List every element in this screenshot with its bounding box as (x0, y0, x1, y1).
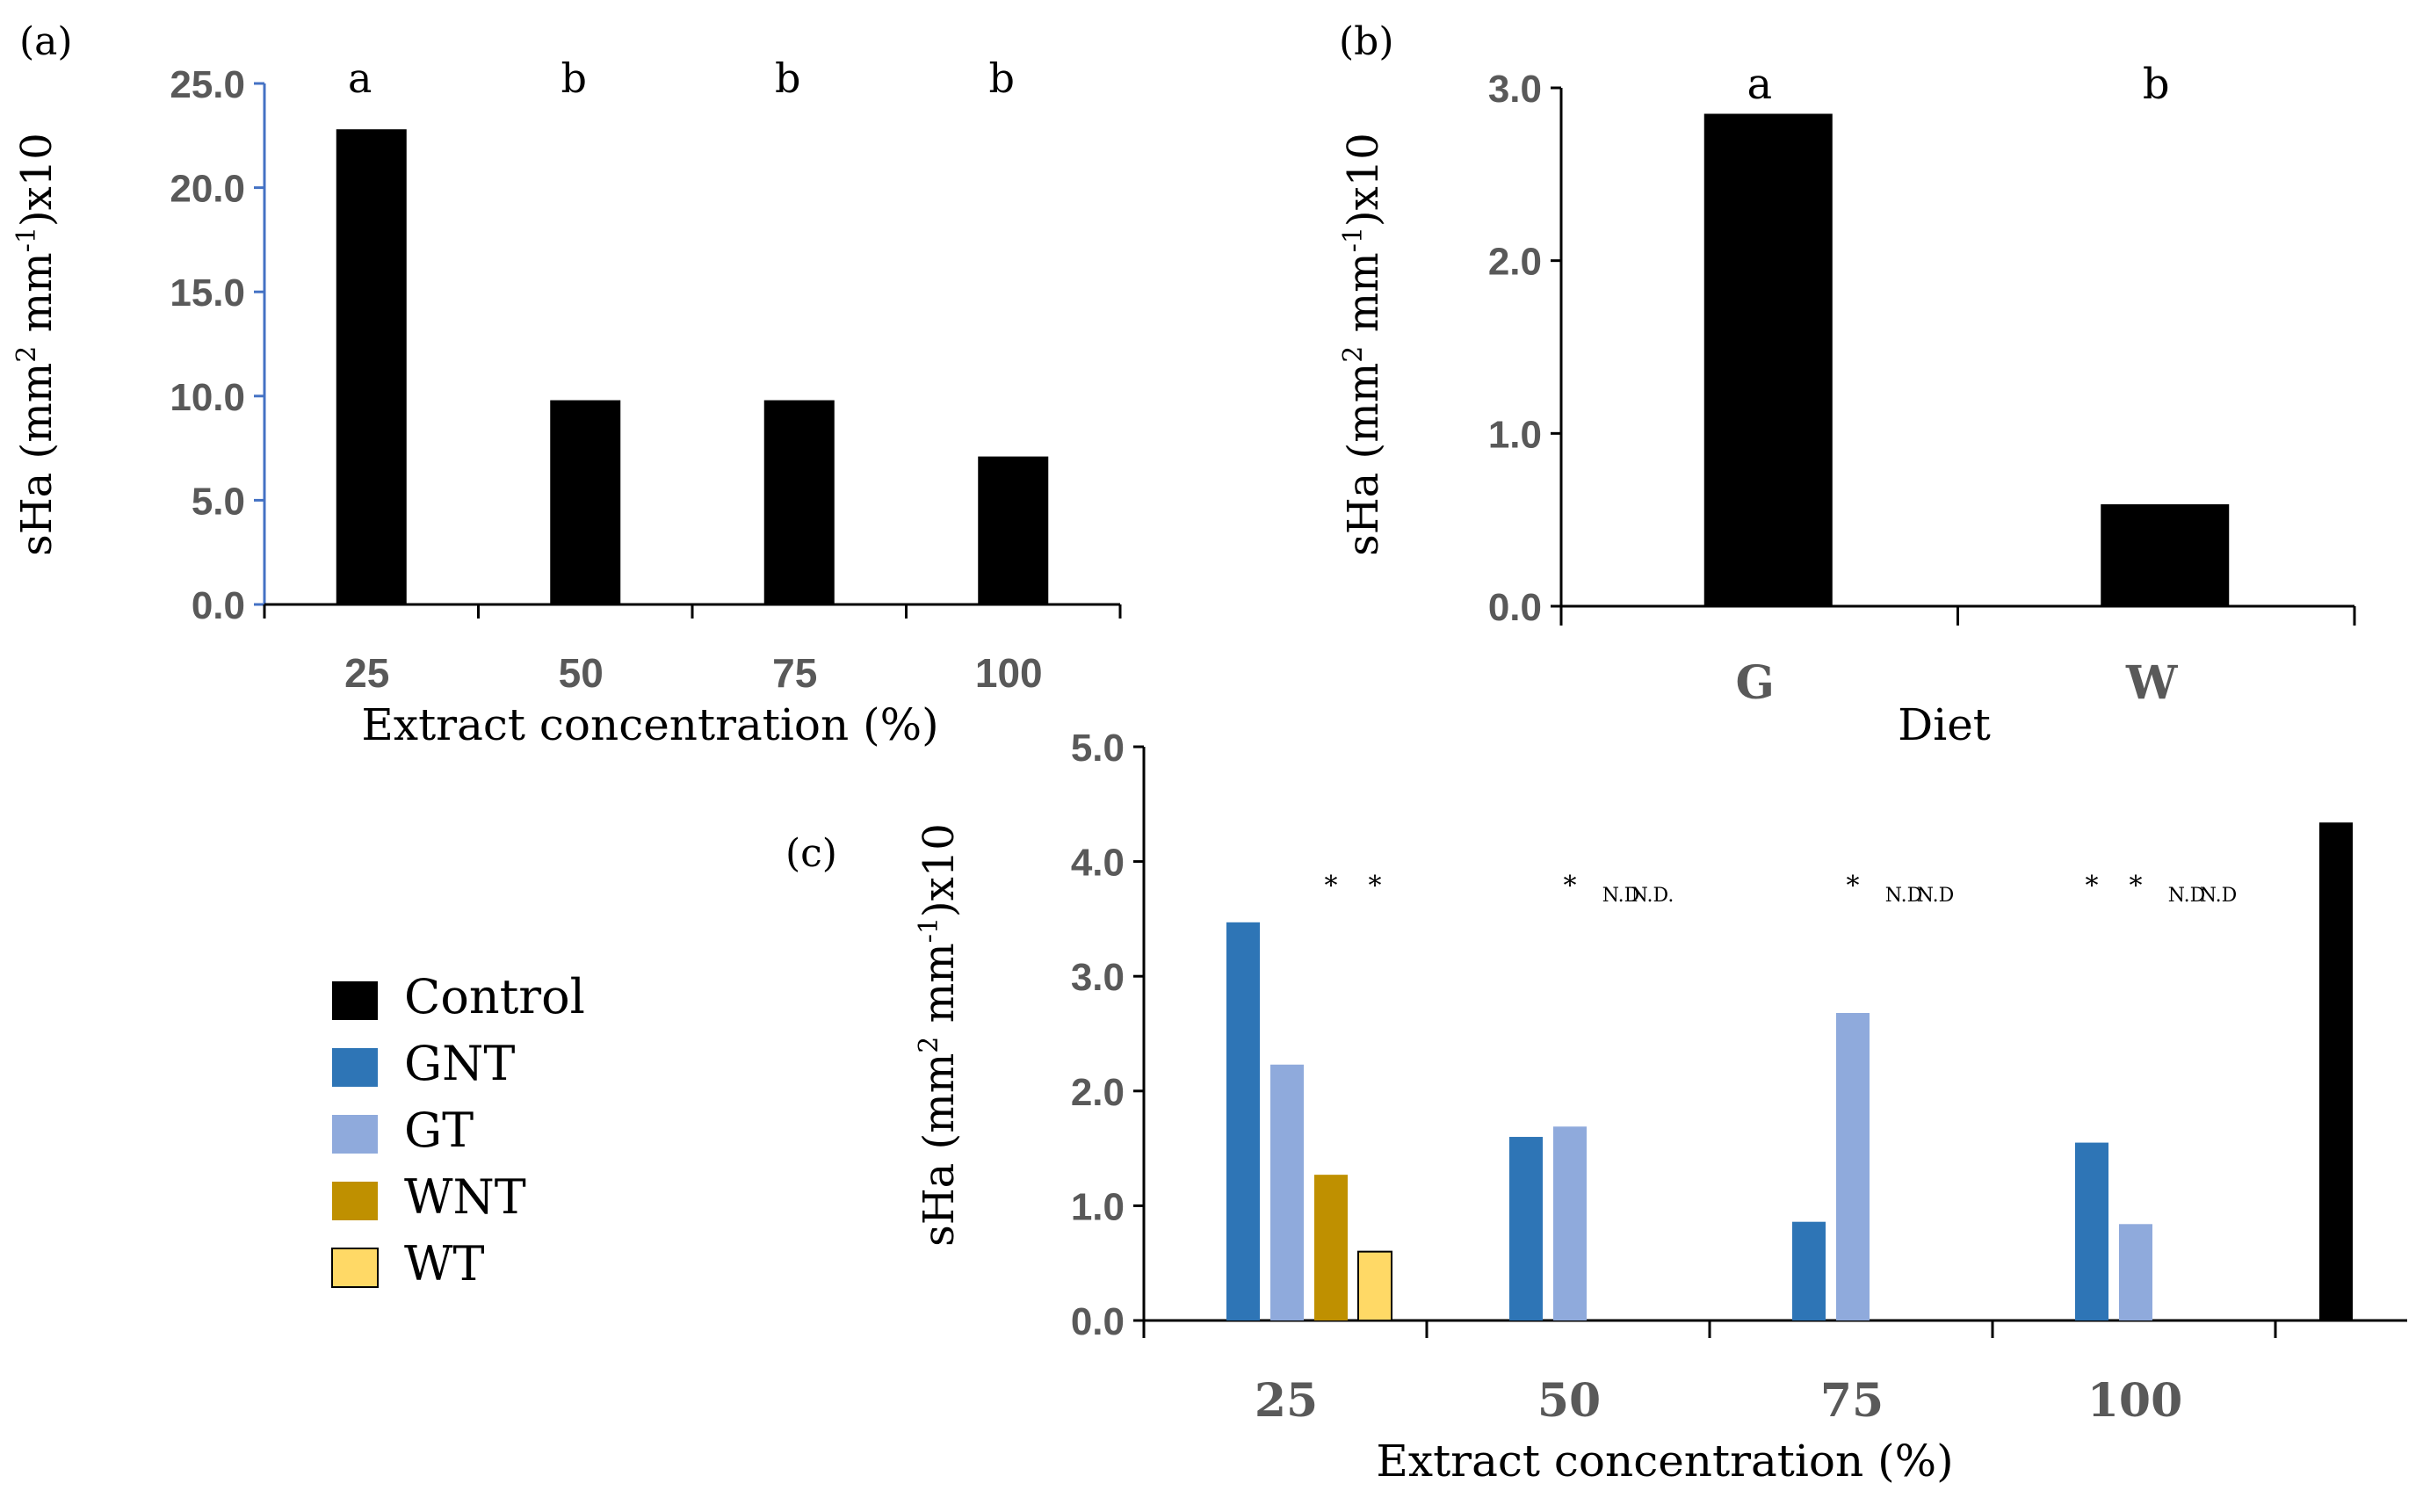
annotation: N.D (2168, 885, 2205, 907)
y-axis-title: sHa (mm2 mm-1)x10 (11, 133, 61, 556)
ylabel-part: 2 (914, 1037, 944, 1053)
bar-W (2101, 503, 2230, 606)
x-tick-label: 25 (1255, 1374, 1318, 1428)
y-tick-label: 4.0 (1071, 842, 1125, 885)
y-tick-label: 25.0 (170, 63, 245, 106)
y-axis-title: sHa (mm2 mm-1)x10 (914, 823, 964, 1247)
bar-GNT-50 (1509, 1137, 1543, 1320)
bar-GT-50 (1553, 1126, 1587, 1320)
ylabel-part: sHa (mm (1339, 363, 1388, 556)
panel-c: (c)0.01.02.03.04.05.0* *25* N.DN.D.50* N.DN… (331, 727, 2407, 1487)
panel-b: (b) 0.0 1.0 2.0 3.0 Ga Wb Diet sHa (mm2 mm-1)x10 (1338, 19, 2356, 750)
bar-GNT-25 (1226, 922, 1260, 1320)
bar-WT-25 (1357, 1250, 1392, 1322)
x-tick-label: 75 (1820, 1374, 1884, 1428)
annotation: * (1369, 871, 1382, 901)
ylabel-part: -1 (11, 227, 42, 252)
y-tick-label: 1.0 (1488, 413, 1542, 456)
ylabel-part: )x10 (1339, 133, 1388, 227)
x-tick-label: G (1736, 656, 1775, 710)
significance-letter: b (775, 54, 800, 102)
y-axis-title: sHa (mm2 mm-1)x10 (1338, 133, 1388, 556)
panel-a: (a) 0.0 5.0 10.0 15.0 20.0 25.0 25 a 50 b 75 b 100 b Ex… (11, 19, 1122, 750)
bar-WNT-25 (1314, 1175, 1348, 1320)
y-tick-label: 15.0 (170, 271, 245, 315)
ylabel-part: -1 (1338, 227, 1369, 252)
x-tick-label: 50 (1537, 1374, 1601, 1428)
annotation: N.D (1917, 885, 1954, 907)
ylabel-part: mm (915, 943, 964, 1036)
x-axis-title: Diet (1898, 699, 1991, 750)
bar-25 (336, 129, 407, 604)
annotation: N.D (1885, 885, 1922, 907)
y-tick-label: 0.0 (1488, 586, 1542, 629)
significance-letter: b (561, 54, 587, 102)
bar-GT-100 (2119, 1224, 2152, 1320)
significance-letter: a (348, 54, 372, 102)
legend-swatch-Control (332, 981, 378, 1020)
ylabel-part: )x10 (915, 823, 964, 917)
y-tick-label: 5.0 (1071, 727, 1125, 770)
ylabel-part: )x10 (12, 133, 61, 227)
x-tick-label: 50 (559, 650, 604, 696)
y-tick-label: 20.0 (170, 168, 245, 211)
legend-swatch-GNT (332, 1048, 378, 1087)
panel-label: (c) (785, 831, 837, 876)
legend-label: WNT (404, 1169, 526, 1225)
ylabel-part: -1 (914, 917, 944, 943)
bar-GT-75 (1836, 1012, 1870, 1320)
legend-swatch-WT (331, 1248, 379, 1288)
bar-GT-25 (1270, 1064, 1304, 1320)
legend-label: GT (404, 1103, 474, 1158)
bar-75 (763, 400, 835, 604)
x-tick-label: 75 (772, 650, 817, 696)
annotation: N.D (2200, 885, 2237, 907)
ylabel-part: mm (1339, 252, 1388, 345)
annotation: * (1325, 871, 1338, 901)
bar-100 (978, 456, 1049, 604)
x-tick-label: 100 (2087, 1374, 2183, 1428)
ylabel-part: 2 (11, 346, 42, 363)
legend-label: Control (404, 969, 585, 1024)
y-tick-label: 3.0 (1071, 956, 1125, 999)
ylabel-part: sHa (mm (915, 1053, 964, 1247)
bar-control (2319, 822, 2353, 1320)
x-axis-title: Extract concentration (%) (361, 699, 938, 750)
annotation: N.D (1602, 885, 1639, 907)
annotation: * (1564, 871, 1577, 901)
panel-label: (a) (19, 19, 73, 64)
ylabel-part: 2 (1338, 346, 1369, 363)
y-tick-label: 2.0 (1071, 1071, 1125, 1114)
y-tick-label: 5.0 (192, 480, 245, 523)
x-axis-title: Extract concentration (%) (1376, 1436, 1953, 1487)
annotation: N.D. (1631, 885, 1674, 907)
legend-swatch-WNT (332, 1182, 378, 1220)
ylabel-part: sHa (mm (12, 363, 61, 556)
y-tick-label: 2.0 (1488, 241, 1542, 284)
legend-swatch-GT (332, 1115, 378, 1154)
significance-letter: a (1747, 60, 1772, 109)
x-tick-label: W (2125, 656, 2179, 710)
annotation: * (1847, 871, 1860, 901)
panel-label: (b) (1339, 19, 1394, 64)
x-tick-label: 100 (975, 650, 1043, 696)
bar-GNT-100 (2075, 1142, 2108, 1320)
bar-GNT-75 (1792, 1221, 1826, 1320)
ylabel-part: mm (12, 252, 61, 345)
y-tick-label: 3.0 (1488, 68, 1542, 111)
y-tick-label: 10.0 (170, 376, 245, 419)
legend-label: GNT (404, 1036, 515, 1091)
y-tick-label: 0.0 (1071, 1300, 1125, 1343)
significance-letter: b (989, 54, 1015, 102)
x-tick-label: 25 (344, 650, 389, 696)
y-tick-label: 0.0 (192, 584, 245, 627)
legend-label: WT (404, 1236, 485, 1291)
significance-letter: b (2143, 60, 2170, 109)
bar-50 (550, 400, 621, 604)
annotation: * (2086, 871, 2099, 901)
bar-G (1703, 113, 1833, 606)
y-tick-label: 1.0 (1071, 1185, 1125, 1228)
annotation: * (2130, 871, 2143, 901)
